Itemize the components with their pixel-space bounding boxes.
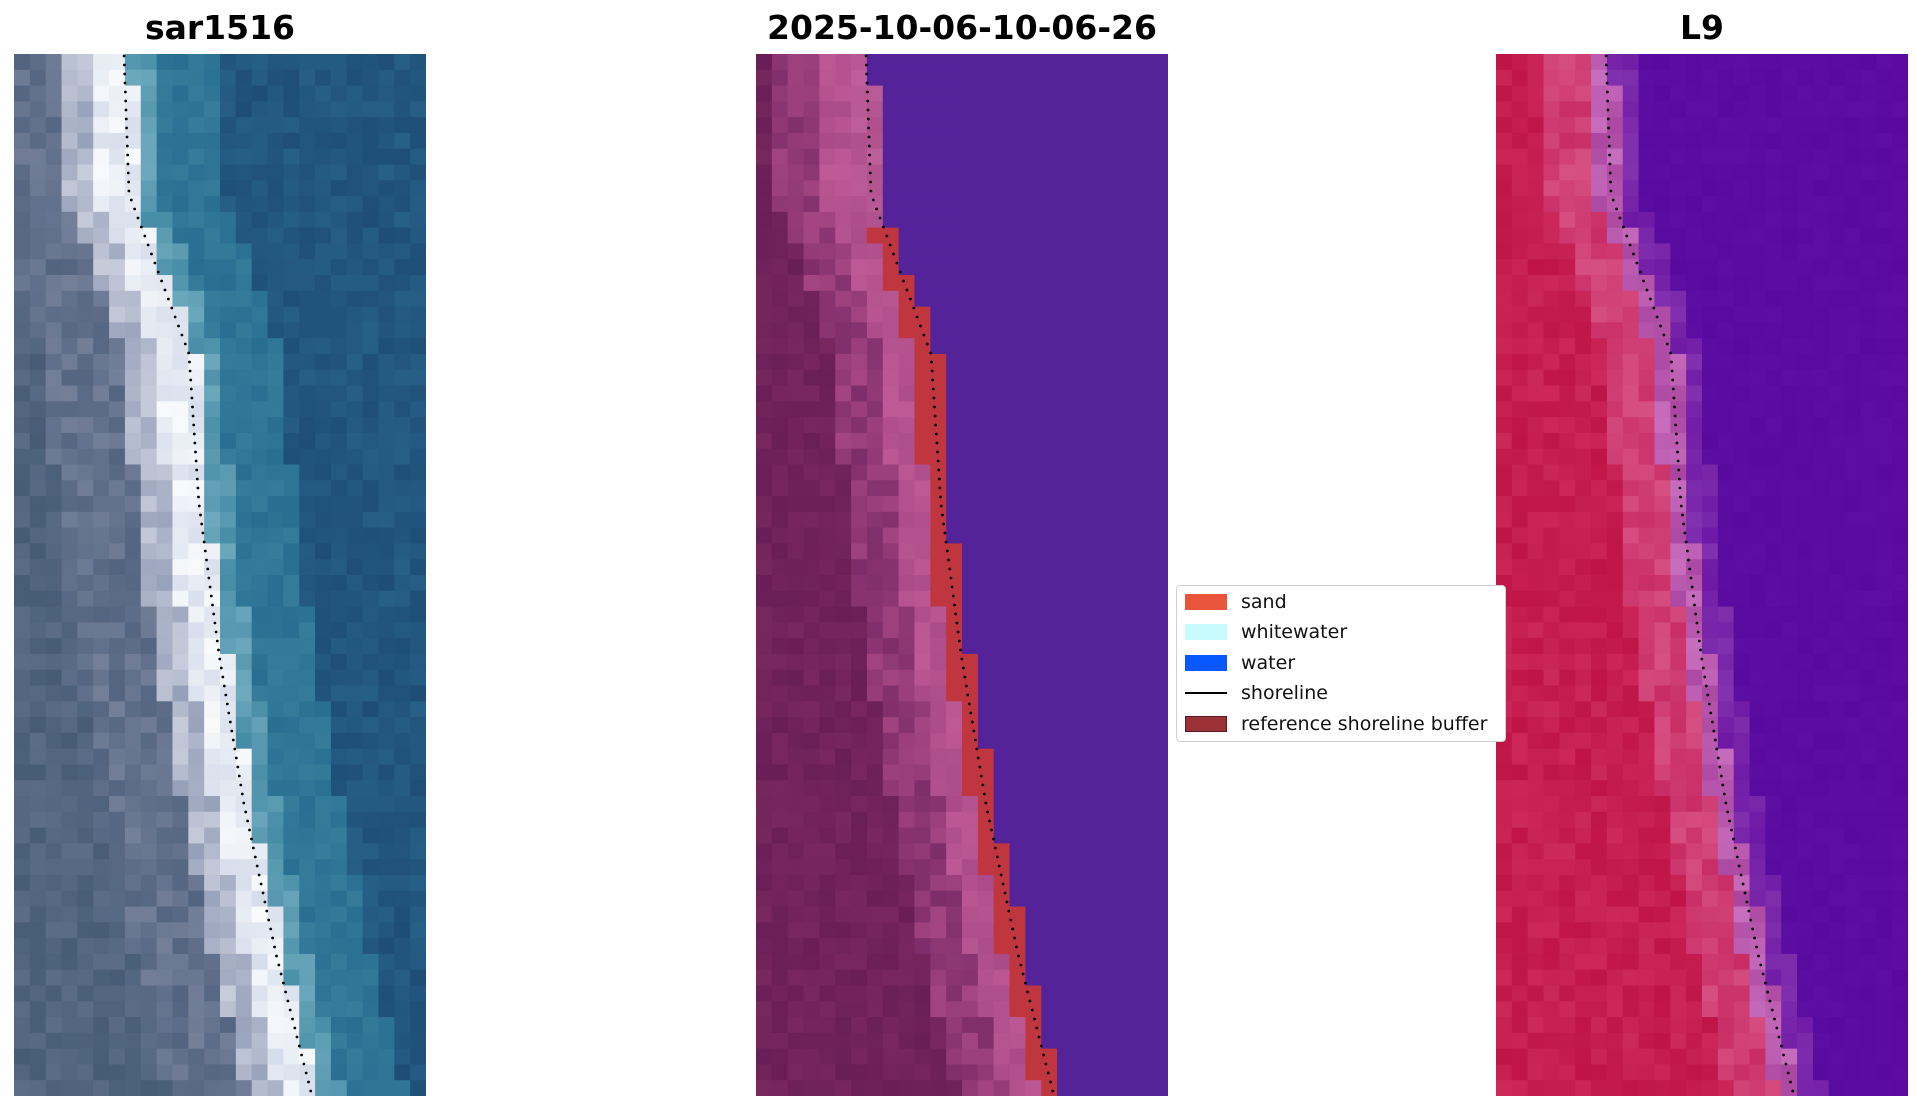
panel-title-index: L9	[1680, 8, 1724, 47]
legend-item-water: water	[1185, 651, 1295, 675]
legend-item-whitewater: whitewater	[1185, 620, 1347, 644]
legend-label: reference shoreline buffer	[1241, 713, 1488, 735]
rgb-image	[14, 54, 426, 1096]
panel-title-classified: 2025-10-06-10-06-26	[767, 8, 1157, 47]
panel-title-rgb: sar1516	[144, 8, 296, 47]
legend-label: water	[1241, 652, 1296, 674]
reference-buffer-swatch	[1185, 716, 1227, 732]
sand-swatch	[1185, 594, 1227, 610]
legend-label: shoreline	[1241, 682, 1328, 704]
legend-label: whitewater	[1241, 621, 1348, 643]
shoreline-dots	[122, 54, 313, 1093]
classified-image	[756, 54, 1168, 1096]
shoreline-line-swatch	[1185, 692, 1227, 694]
classified-image-panel	[756, 54, 1168, 1096]
water-swatch	[1185, 655, 1227, 671]
shoreline-dots	[1604, 54, 1795, 1093]
legend-item-sand: sand	[1185, 590, 1287, 614]
index-image-panel	[1496, 54, 1908, 1096]
legend-item-shoreline: shoreline	[1185, 681, 1328, 705]
whitewater-swatch	[1185, 624, 1227, 640]
legend-label: sand	[1241, 591, 1287, 613]
index-image	[1496, 54, 1908, 1096]
shoreline-dots	[864, 54, 1055, 1093]
rgb-image-panel	[14, 54, 426, 1096]
legend: sand whitewater water shoreline referenc…	[1176, 585, 1506, 742]
legend-item-reference-buffer: reference shoreline buffer	[1185, 712, 1487, 736]
